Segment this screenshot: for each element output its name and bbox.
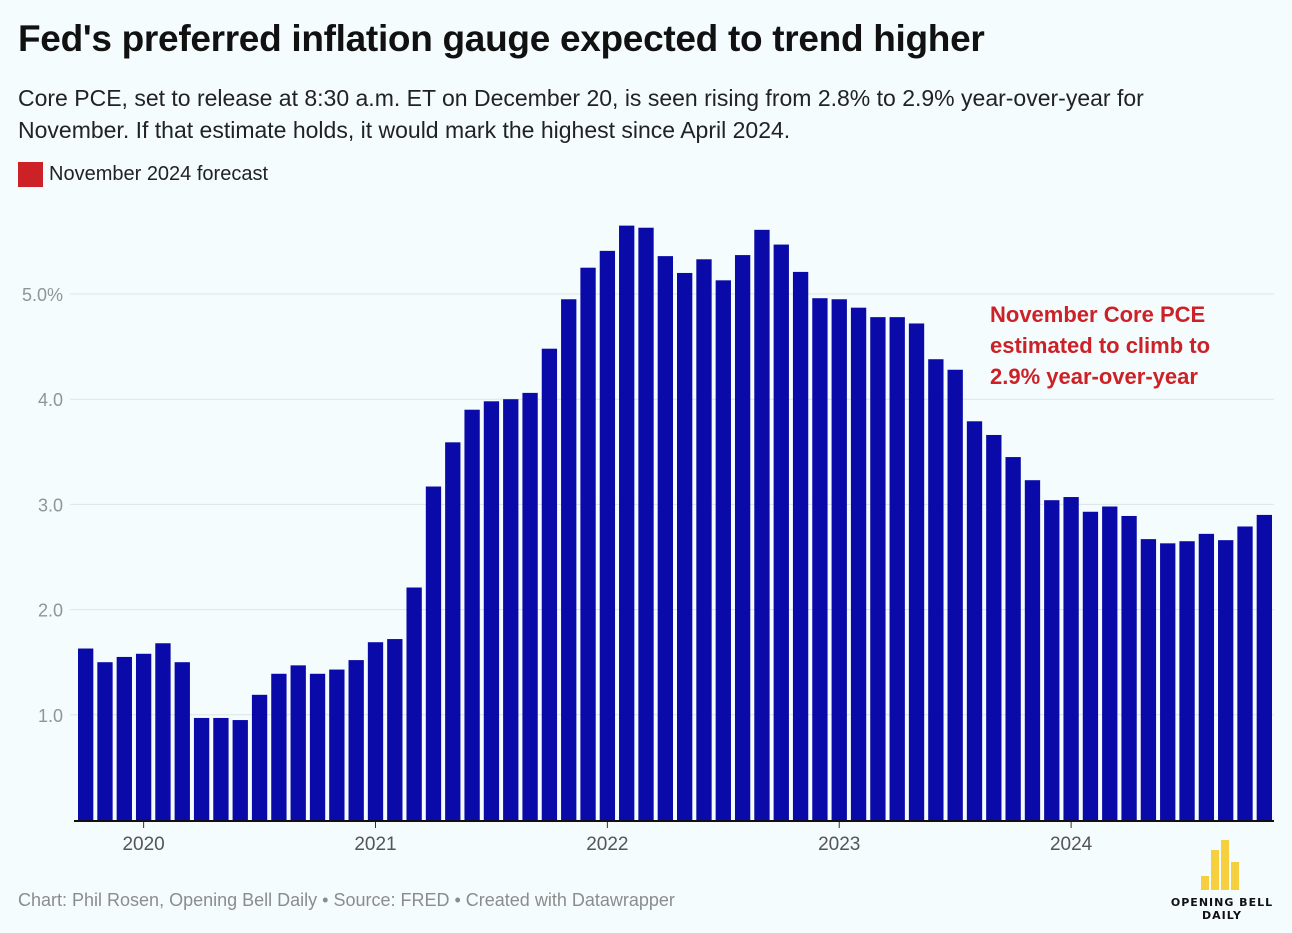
data-bar bbox=[561, 299, 577, 820]
data-bar bbox=[425, 486, 442, 820]
data-bar bbox=[445, 442, 461, 820]
data-bar bbox=[638, 227, 654, 821]
data-bar bbox=[78, 648, 94, 820]
data-bar bbox=[1218, 540, 1234, 820]
data-bar bbox=[271, 673, 287, 820]
data-bar bbox=[1082, 511, 1099, 820]
y-tick-label: 2.0 bbox=[38, 601, 63, 621]
data-bar bbox=[850, 307, 867, 820]
data-bar bbox=[773, 244, 789, 820]
data-bar bbox=[135, 653, 152, 820]
data-bar bbox=[309, 673, 326, 820]
data-bar bbox=[870, 317, 886, 820]
legend: November 2024 forecast bbox=[18, 160, 268, 188]
data-bar bbox=[599, 250, 616, 820]
bar-logo-icon bbox=[1201, 840, 1239, 890]
data-bar bbox=[174, 662, 190, 820]
x-tick-label: 2021 bbox=[354, 834, 396, 855]
data-bar bbox=[1044, 500, 1060, 820]
opening-bell-logo: OPENING BELL DAILY bbox=[1166, 840, 1278, 924]
data-bar bbox=[734, 255, 751, 820]
x-axis-tick-labels: 2020 2021 2022 2023 2024 bbox=[122, 822, 1093, 855]
data-bar bbox=[1005, 457, 1021, 820]
data-bar bbox=[908, 323, 925, 820]
data-bar bbox=[232, 720, 248, 820]
x-tick-label: 2023 bbox=[818, 834, 860, 855]
data-bar bbox=[97, 662, 113, 820]
data-bar bbox=[792, 271, 809, 820]
data-bar bbox=[619, 225, 635, 820]
data-bar bbox=[986, 434, 1002, 820]
data-bar bbox=[483, 401, 500, 820]
data-bar bbox=[406, 587, 422, 820]
data-bar bbox=[1024, 480, 1041, 820]
annotation-line: November Core PCE bbox=[990, 302, 1205, 327]
legend-swatch bbox=[18, 161, 43, 187]
data-bar bbox=[348, 660, 364, 820]
forecast-annotation: November Core PCE estimated to climb to 2.… bbox=[990, 302, 1210, 389]
data-bar bbox=[1256, 514, 1272, 820]
data-bar bbox=[503, 399, 519, 820]
data-bar bbox=[677, 272, 693, 821]
logo-text-line2: DAILY bbox=[1202, 909, 1242, 922]
data-bar bbox=[928, 359, 944, 820]
logo-bar bbox=[1201, 876, 1209, 890]
data-bar bbox=[1063, 497, 1079, 820]
x-tick-label: 2020 bbox=[122, 834, 164, 855]
data-bar bbox=[251, 694, 268, 820]
bar-chart: 1.0 2.0 3.0 4.0 5.0% 2020 2021 2022 2023 2024 No… bbox=[22, 225, 1274, 855]
data-bar bbox=[1179, 541, 1195, 820]
logo-text-line1: OPENING BELL bbox=[1170, 896, 1274, 909]
chart-subtitle: Core PCE, set to release at 8:30 a.m. ET… bbox=[18, 85, 1144, 143]
y-tick-label: 1.0 bbox=[38, 706, 63, 726]
data-bar bbox=[329, 669, 345, 820]
data-bar bbox=[116, 656, 132, 820]
data-bar bbox=[1160, 543, 1176, 820]
bars bbox=[78, 225, 1272, 821]
legend-label: November 2024 forecast bbox=[49, 162, 269, 185]
data-bar bbox=[290, 665, 306, 820]
data-bar bbox=[541, 348, 558, 820]
y-axis-tick-labels: 1.0 2.0 3.0 4.0 5.0% bbox=[22, 285, 63, 726]
logo-bar bbox=[1211, 850, 1219, 890]
annotation-line: 2.9% year-over-year bbox=[990, 364, 1198, 389]
data-bar bbox=[367, 642, 384, 820]
data-bar bbox=[889, 317, 905, 820]
y-tick-label: 5.0% bbox=[22, 285, 63, 305]
data-bar bbox=[1121, 515, 1137, 820]
data-bar bbox=[1198, 533, 1215, 820]
data-bar bbox=[812, 298, 828, 821]
data-bar bbox=[387, 639, 403, 820]
data-bar bbox=[155, 643, 171, 820]
data-bar bbox=[831, 299, 847, 820]
chart-footer: Chart: Phil Rosen, Opening Bell Daily • … bbox=[18, 890, 675, 910]
annotation-line: estimated to climb to bbox=[990, 333, 1210, 358]
data-bar bbox=[966, 421, 983, 820]
data-bar bbox=[657, 256, 673, 820]
y-tick-label: 3.0 bbox=[38, 495, 63, 515]
data-bar bbox=[947, 369, 963, 820]
data-bar bbox=[1102, 506, 1118, 820]
y-tick-label: 4.0 bbox=[38, 390, 63, 410]
data-bar bbox=[715, 280, 731, 820]
data-bar bbox=[464, 409, 480, 820]
chart-title: Fed's preferred inflation gauge expected… bbox=[18, 18, 985, 59]
data-bar bbox=[580, 267, 596, 820]
x-tick-label: 2022 bbox=[586, 834, 628, 855]
data-bar bbox=[696, 259, 712, 820]
data-bar bbox=[522, 392, 538, 820]
data-bar bbox=[1140, 539, 1157, 820]
data-bar bbox=[193, 717, 210, 820]
logo-bar bbox=[1221, 840, 1229, 890]
logo-bar bbox=[1231, 862, 1239, 890]
data-bar bbox=[754, 229, 770, 820]
x-tick-label: 2024 bbox=[1050, 834, 1093, 855]
data-bar bbox=[1237, 526, 1253, 820]
data-bar bbox=[213, 717, 229, 820]
